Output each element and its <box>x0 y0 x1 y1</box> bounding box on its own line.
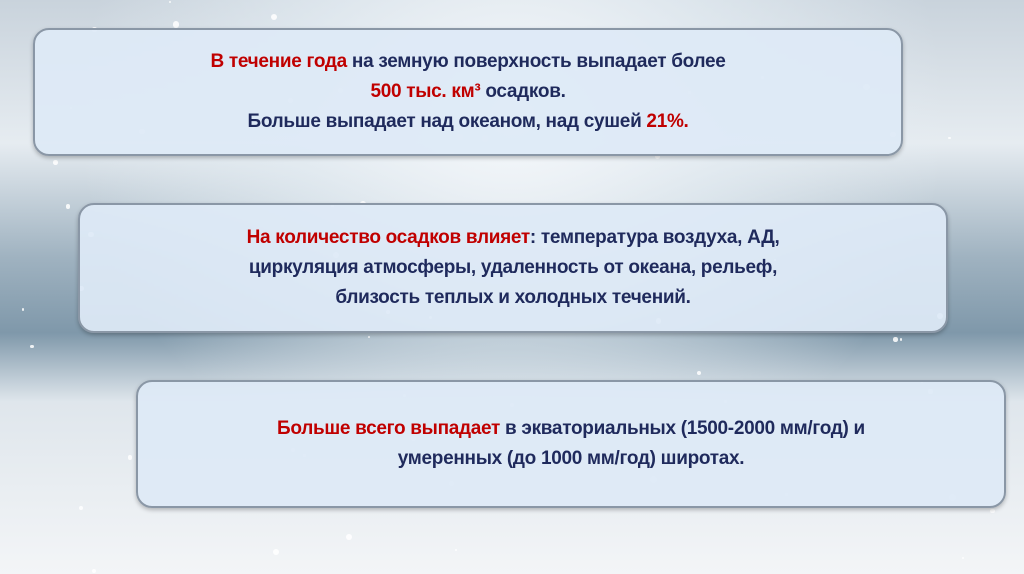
snowflake <box>368 336 371 339</box>
line: близость теплых и холодных течений. <box>335 287 691 308</box>
snowflake <box>345 533 352 540</box>
info-box-maximum: Больше всего выпадает в экваториальных (… <box>136 380 1006 508</box>
highlight: В течение года <box>210 51 347 72</box>
text: : температура воздуха, АД, <box>529 227 780 248</box>
snowflake <box>697 371 702 376</box>
snowflake <box>899 338 903 341</box>
snowflake <box>273 548 279 555</box>
snowflake <box>91 568 96 573</box>
snowflake <box>53 160 58 165</box>
snowflake <box>990 508 995 513</box>
snowflake <box>454 548 458 552</box>
snowflake <box>893 337 898 342</box>
line: Больше выпадает над океаном, над сушей 2… <box>210 107 725 137</box>
text: на земную поверхность выпадает более <box>346 51 726 72</box>
text: осадков. <box>480 81 566 102</box>
snowflake <box>654 153 661 160</box>
snowflake <box>270 14 278 21</box>
snowflake <box>30 344 34 349</box>
snowflake <box>948 136 951 140</box>
highlight: 21%. <box>646 111 689 132</box>
info-box-factors: На количество осадков влияет: температур… <box>78 203 948 333</box>
snowflake <box>961 556 964 559</box>
line: циркуляция атмосферы, удаленность от оке… <box>248 257 778 278</box>
text: в экваториальных (1500-2000 мм/год) и <box>500 418 865 439</box>
snowflake <box>168 0 172 4</box>
info-box-annual-precipitation: В течение года на земную поверхность вып… <box>33 28 903 156</box>
line: умеренных (до 1000 мм/год) широтах. <box>397 448 745 469</box>
highlight: Больше всего выпадает <box>277 418 501 439</box>
highlight: 500 тыс. км³ <box>370 81 481 102</box>
line: 500 тыс. км³ осадков. <box>210 77 725 107</box>
line: В течение года на земную поверхность вып… <box>210 47 725 77</box>
snowflake <box>172 21 179 28</box>
highlight: На количество осадков влияет <box>246 227 531 248</box>
snowflake <box>128 455 133 460</box>
snowflake <box>65 204 71 209</box>
text: Больше выпадает над океаном, над сушей <box>247 111 647 132</box>
snowflake <box>79 505 83 510</box>
snowflake <box>21 308 24 311</box>
line: На количество осадков влияет: температур… <box>247 223 780 253</box>
line: Больше всего выпадает в экваториальных (… <box>277 414 865 444</box>
